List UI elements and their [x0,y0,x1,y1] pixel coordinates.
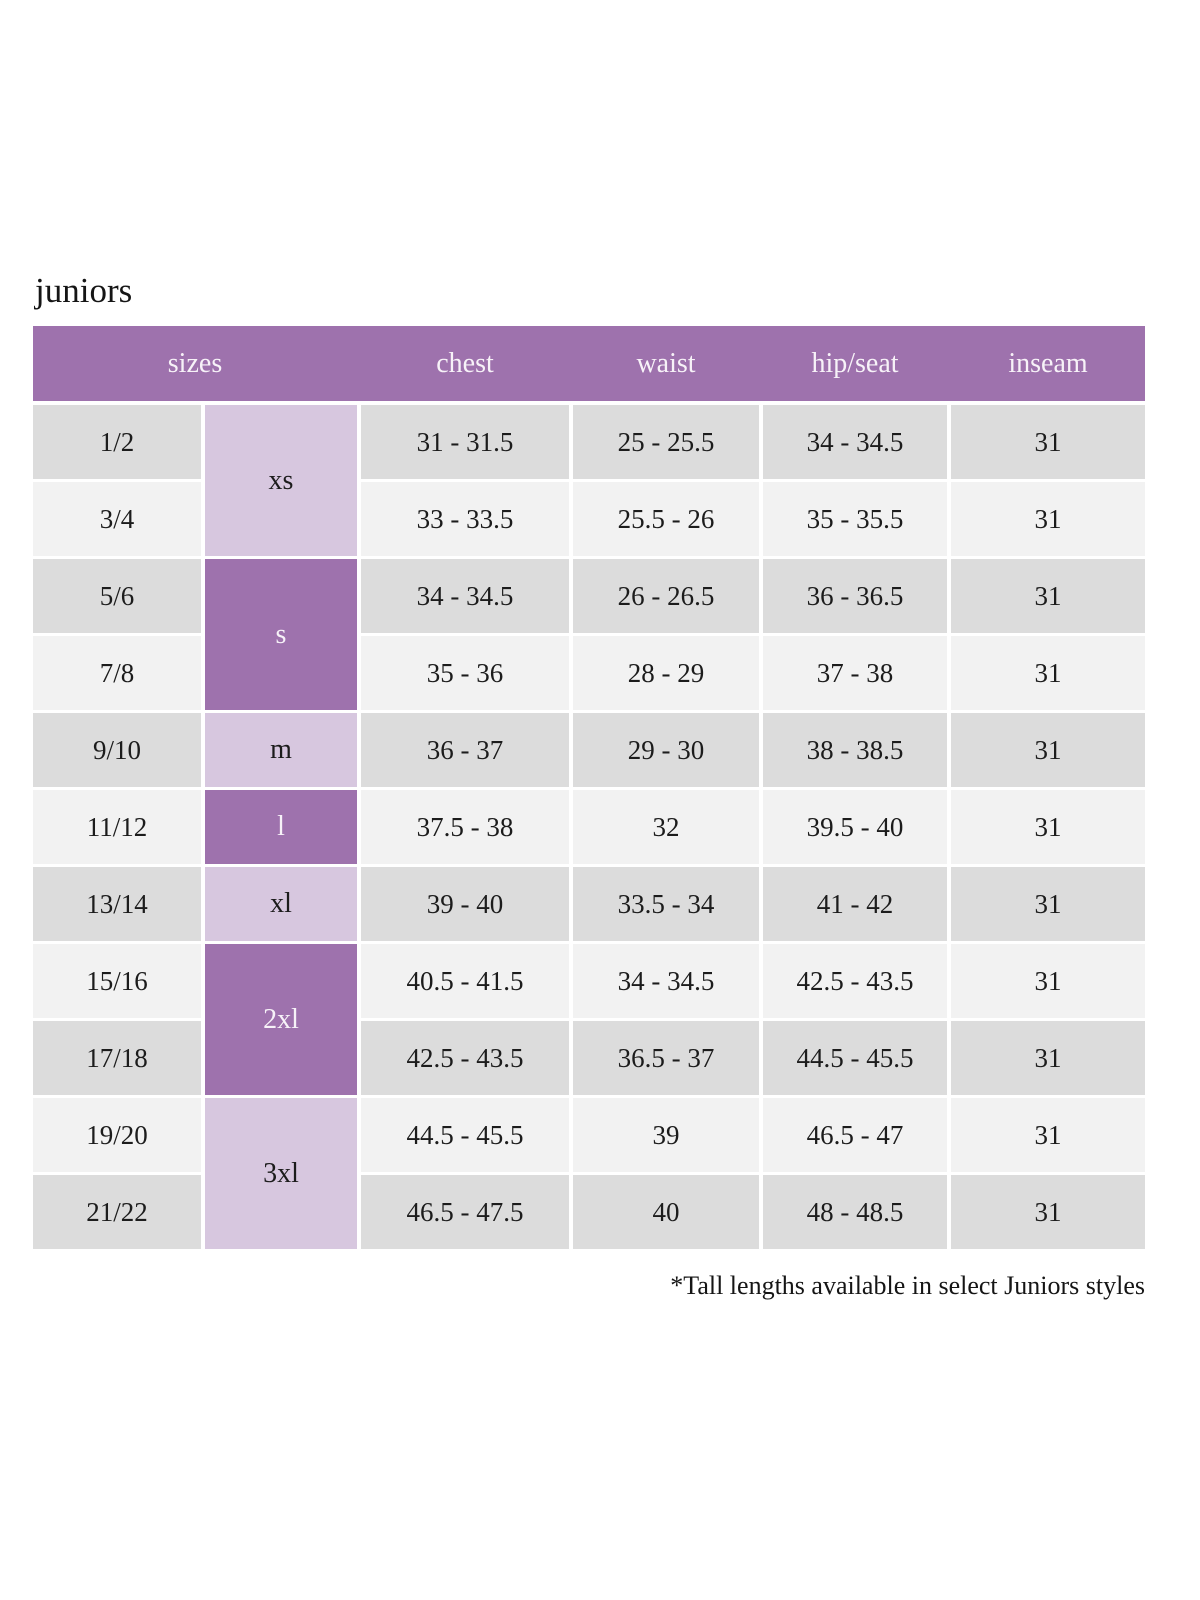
chest-cell: 31 - 31.5 [361,405,569,479]
chest-cell: 34 - 34.5 [361,559,569,633]
inseam-cell: 31 [951,636,1145,710]
size-group-cell-m: m [205,713,357,787]
table-header-row: sizes chest waist hip/seat inseam [33,326,1145,401]
hip-seat-cell: 46.5 - 47 [763,1098,947,1172]
hip-seat-cell: 48 - 48.5 [763,1175,947,1249]
column-header-chest: chest [436,347,494,379]
size-cell: 21/22 [33,1175,201,1249]
hip-seat-cell: 42.5 - 43.5 [763,944,947,1018]
inseam-cell: 31 [951,1021,1145,1095]
inseam-cell: 31 [951,944,1145,1018]
waist-cell: 36.5 - 37 [573,1021,759,1095]
inseam-cell: 31 [951,867,1145,941]
hip-seat-cell: 37 - 38 [763,636,947,710]
size-cell: 11/12 [33,790,201,864]
waist-cell: 25.5 - 26 [573,482,759,556]
waist-cell: 32 [573,790,759,864]
size-group-cell-xs: xs [205,405,357,556]
size-group-cell-l: l [205,790,357,864]
size-cell: 9/10 [33,713,201,787]
inseam-cell: 31 [951,713,1145,787]
inseam-cell: 31 [951,1098,1145,1172]
inseam-cell: 31 [951,790,1145,864]
column-header-waist: waist [636,347,696,379]
chest-cell: 46.5 - 47.5 [361,1175,569,1249]
waist-cell: 39 [573,1098,759,1172]
size-group-cell-xl: xl [205,867,357,941]
size-table-body: 1/2 xs 31 - 31.5 25 - 25.5 34 - 34.5 31 … [33,405,1145,1249]
hip-seat-cell: 41 - 42 [763,867,947,941]
size-group-cell-2xl: 2xl [205,944,357,1095]
size-cell: 3/4 [33,482,201,556]
size-group-cell-s: s [205,559,357,710]
hip-seat-cell: 38 - 38.5 [763,713,947,787]
hip-seat-cell: 35 - 35.5 [763,482,947,556]
column-header-hip-seat: hip/seat [811,347,899,379]
chest-cell: 33 - 33.5 [361,482,569,556]
chest-cell: 39 - 40 [361,867,569,941]
hip-seat-cell: 44.5 - 45.5 [763,1021,947,1095]
waist-cell: 33.5 - 34 [573,867,759,941]
waist-cell: 28 - 29 [573,636,759,710]
size-cell: 5/6 [33,559,201,633]
size-cell: 19/20 [33,1098,201,1172]
size-cell: 17/18 [33,1021,201,1095]
size-group-cell-3xl: 3xl [205,1098,357,1249]
tall-lengths-footnote: *Tall lengths available in select Junior… [670,1271,1145,1300]
inseam-cell: 31 [951,482,1145,556]
waist-cell: 26 - 26.5 [573,559,759,633]
waist-cell: 34 - 34.5 [573,944,759,1018]
size-cell: 7/8 [33,636,201,710]
hip-seat-cell: 36 - 36.5 [763,559,947,633]
hip-seat-cell: 34 - 34.5 [763,405,947,479]
waist-cell: 25 - 25.5 [573,405,759,479]
chest-cell: 44.5 - 45.5 [361,1098,569,1172]
page-title: juniors [35,271,133,310]
chest-cell: 37.5 - 38 [361,790,569,864]
size-chart-content: juniors sizes chest waist hip/seat insea… [33,270,1145,1301]
waist-cell: 29 - 30 [573,713,759,787]
size-cell: 13/14 [33,867,201,941]
inseam-cell: 31 [951,405,1145,479]
column-header-sizes: sizes [167,347,223,379]
hip-seat-cell: 39.5 - 40 [763,790,947,864]
inseam-cell: 31 [951,1175,1145,1249]
inseam-cell: 31 [951,559,1145,633]
size-cell: 15/16 [33,944,201,1018]
chest-cell: 40.5 - 41.5 [361,944,569,1018]
chest-cell: 35 - 36 [361,636,569,710]
chest-cell: 36 - 37 [361,713,569,787]
size-cell: 1/2 [33,405,201,479]
chest-cell: 42.5 - 43.5 [361,1021,569,1095]
waist-cell: 40 [573,1175,759,1249]
column-header-inseam: inseam [1008,347,1088,379]
